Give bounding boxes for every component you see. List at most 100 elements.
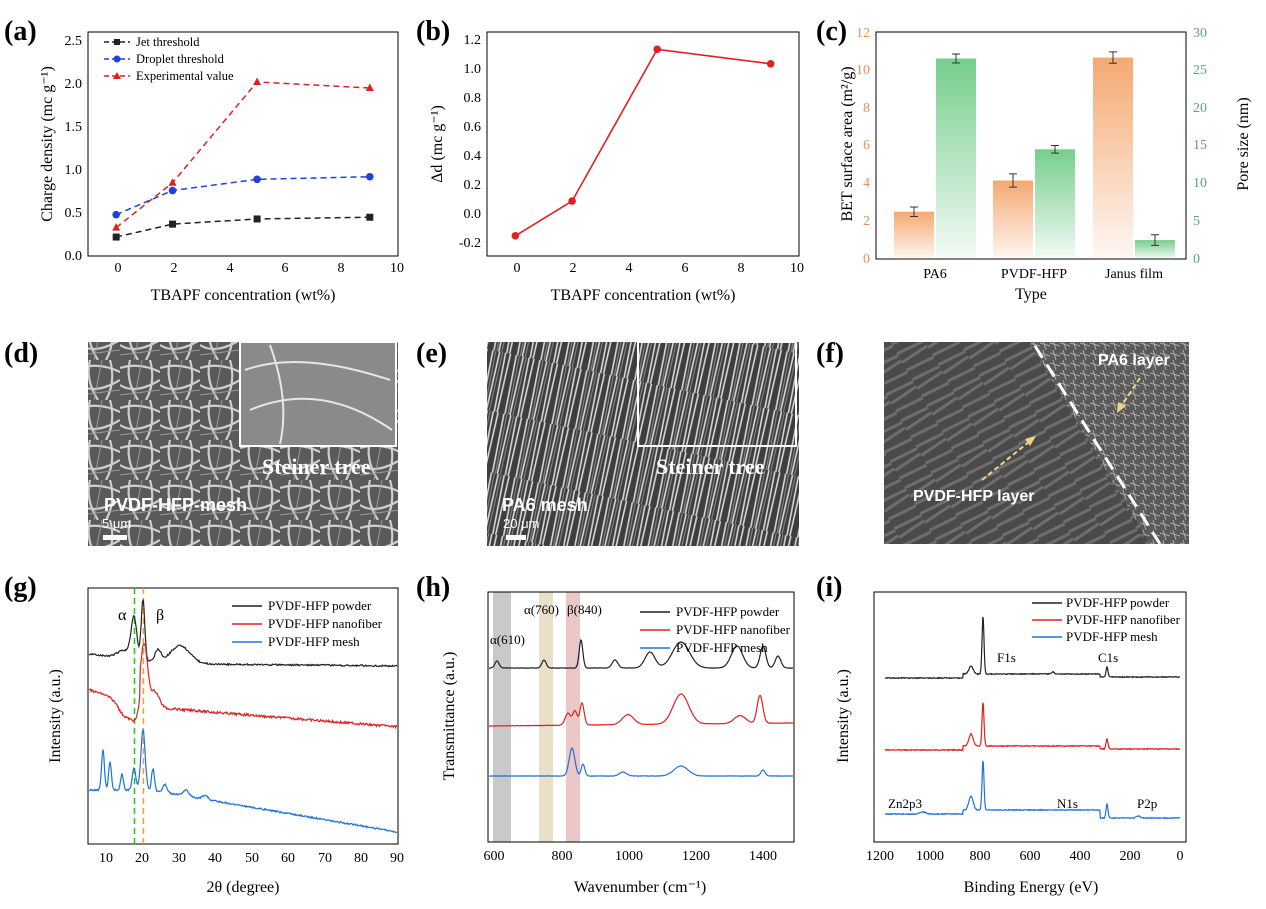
plot-frame-i (873, 591, 1187, 843)
x-axis-label-b: TBAPF concentration (wt%) (551, 287, 736, 304)
y-tick-b-0: -0.2 (459, 236, 481, 251)
y-tick-b-4: 0.6 (464, 120, 482, 135)
arrow-pvdf (981, 440, 1031, 481)
series-group-h (488, 638, 794, 777)
panel-label-b: (b) (416, 16, 450, 47)
bar-pore-0 (936, 58, 976, 259)
errorbar-pore-2 (1151, 234, 1159, 246)
legend-a: Jet threshold Droplet threshold Experime… (104, 35, 234, 83)
point-a-jet-0 (112, 233, 120, 241)
xps-curve-powder (884, 616, 1181, 680)
x-tick-g-2: 30 (172, 851, 186, 866)
y-tick-b-6: 1.0 (464, 62, 482, 77)
errorbar-bet-2 (1109, 51, 1117, 64)
point-b-1 (568, 197, 576, 205)
inset-caption-e: Steiner tree (656, 454, 765, 479)
legend-label-droplet: Droplet threshold (136, 52, 225, 66)
legend-label-h-nanofiber: PVDF-HFP nanofiber (676, 622, 791, 637)
y2-tick-c-2: 10 (1193, 176, 1207, 191)
scale-text-e: 20 μm (503, 516, 539, 531)
y-axis-label-b: Δd (mc g⁻¹) (429, 105, 446, 183)
y2-tick-c-5: 25 (1193, 63, 1207, 78)
legend-marker-jet (114, 39, 120, 45)
panel-c: (c) 0 2 4 6 8 10 12 0 5 10 15 20 25 30 P… (816, 16, 1252, 303)
layer-label-pvdf: PVDF-HFP layer (913, 488, 1035, 505)
y-tick-a-1: 0.5 (65, 206, 83, 221)
point-a-droplet-3 (366, 172, 374, 181)
x-tick-i-3: 600 (1020, 849, 1041, 864)
y-tick-a-4: 2.0 (65, 77, 83, 92)
series-group-c (894, 51, 1175, 259)
panel-h: (h) α(610) α(760) β(840) 600 800 1000 12… (416, 572, 795, 896)
panel-label-i: (i) (816, 572, 842, 603)
scale-bar-e (506, 535, 526, 540)
x-tick-a-2: 4 (227, 261, 234, 276)
y-tick-b-2: 0.2 (464, 178, 482, 193)
y-tick-b-7: 1.2 (464, 33, 482, 48)
x-tick-c-2: Janus film (1105, 267, 1163, 282)
x-tick-a-4: 8 (338, 261, 345, 276)
x-tick-b-0: 0 (514, 261, 521, 276)
x-tick-i-0: 1200 (866, 849, 894, 864)
plot-frame-h (487, 591, 795, 843)
xps-curve-mesh (884, 760, 1181, 820)
xrd-curve-powder (88, 598, 398, 668)
legend-label-g-powder: PVDF-HFP powder (268, 598, 372, 613)
xps-curve-nanofiber (884, 702, 1181, 753)
y-tick-b-5: 0.8 (464, 91, 482, 106)
point-a-droplet-1 (168, 186, 177, 195)
point-a-experimental-1 (168, 178, 177, 186)
y2-axis-label-c: Pore size (nm) (1235, 97, 1252, 190)
x-tick-c-0: PA6 (923, 267, 947, 282)
x-tick-g-6: 70 (318, 851, 332, 866)
point-a-droplet-0 (112, 210, 120, 219)
y-axis-label-g: Intensity (a.u.) (47, 669, 64, 763)
panel-label-a: (a) (4, 16, 37, 47)
ftir-curve-nanofiber (489, 693, 794, 727)
y2-tick-c-4: 20 (1193, 101, 1207, 116)
x-tick-g-7: 80 (354, 851, 368, 866)
arrow-pa6 (1119, 377, 1141, 409)
inset-d (239, 341, 397, 447)
scale-text-d: 5 μm (102, 516, 131, 531)
panel-label-f: (f) (816, 338, 844, 369)
legend-g: PVDF-HFP powder PVDF-HFP nanofiber PVDF-… (232, 598, 383, 649)
legend-marker-droplet (113, 55, 121, 63)
point-a-experimental-2 (253, 77, 262, 85)
band-alpha-760 (539, 592, 553, 842)
y2-tick-c-0: 0 (1193, 252, 1200, 267)
x-tick-a-3: 6 (282, 261, 289, 276)
y-tick-a-3: 1.5 (65, 120, 83, 135)
legend-label-jet: Jet threshold (136, 35, 200, 49)
arrow-head-pvdf (1025, 436, 1036, 446)
panel-e: (e) Steiner tree PA6 mesh 20 μm (416, 338, 799, 546)
plot-frame-a (87, 31, 399, 257)
y2-tick-c-1: 5 (1193, 214, 1200, 229)
layer-label-pa6: PA6 layer (1098, 352, 1170, 369)
ftir-curve-mesh (489, 747, 794, 777)
legend-label-experimental: Experimental value (136, 69, 234, 83)
legend-label-h-powder: PVDF-HFP powder (676, 604, 780, 619)
x-axis-label-c: Type (1015, 286, 1047, 303)
annotation-p2p: P2p (1137, 796, 1157, 811)
inset-e (637, 341, 797, 447)
y-axis-label-c: BET surface area (m²/g) (839, 66, 856, 221)
x-axis-label-g: 2θ (degree) (207, 879, 280, 896)
x-tick-h-0: 600 (484, 849, 505, 864)
annotation-beta: β (156, 607, 164, 624)
band-beta-840 (566, 592, 580, 842)
x-tick-c-1: PVDF-HFP (1001, 267, 1067, 282)
x-tick-g-8: 90 (390, 851, 404, 866)
y-tick-a-5: 2.5 (65, 34, 83, 49)
errorbar-bet-1 (1009, 173, 1017, 188)
y-axis-label-a: Charge density (mc g⁻¹) (39, 66, 56, 222)
y2-tick-c-6: 30 (1193, 26, 1207, 41)
bar-pore-2 (1135, 240, 1175, 259)
y-tick-c-6: 12 (856, 26, 870, 41)
y-tick-c-0: 0 (863, 252, 870, 267)
panel-label-g: (g) (4, 572, 37, 603)
x-tick-h-3: 1200 (682, 849, 710, 864)
point-a-jet-2 (253, 215, 261, 223)
x-tick-a-5: 10 (390, 261, 404, 276)
